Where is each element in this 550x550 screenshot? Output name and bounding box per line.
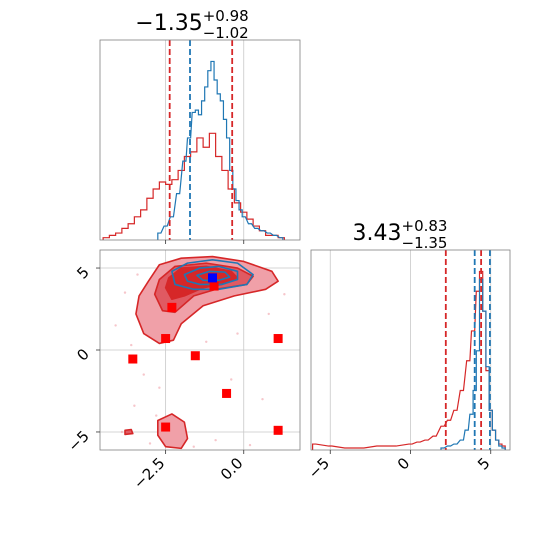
contour-plot-area (100, 250, 300, 450)
contour-ytick-label-2: 5 (73, 263, 92, 282)
hist2-xtick-label-0: −5 (305, 454, 333, 482)
hist2-title: 3.43+0.83 (353, 217, 448, 246)
contour-ytick-label-0: −5 (64, 427, 92, 455)
sample-point-15 (205, 340, 208, 344)
sample-point-1 (142, 373, 145, 376)
contour-xtick-label-0: −2.5 (130, 454, 168, 492)
contour-panel-param1-param2: −2.5 0.0 −5 0 5 (64, 249, 301, 493)
marker-square-4 (190, 351, 200, 361)
histogram-panel-param2: −5 0 5 (305, 249, 511, 482)
hist2-title-value: 3.43 (353, 221, 402, 246)
marker-square-3 (161, 334, 171, 344)
hist1-series_a-histogram (157, 60, 284, 240)
series-b-contour-island-0 (157, 413, 189, 450)
series-a-contour-level-1 (183, 265, 239, 286)
hist2-xtick-label-2: 5 (474, 454, 493, 473)
hist1-title-upper-error: +0.98 (203, 7, 249, 25)
sample-point-19 (136, 273, 139, 276)
series-a-contour-level-2 (196, 270, 231, 282)
marker-square-9 (273, 425, 283, 435)
hist1-title: −1.35+0.98 (135, 7, 248, 36)
hist2-series_a-histogram (440, 278, 506, 450)
sample-point-7 (192, 445, 195, 448)
sample-point-12 (267, 312, 270, 316)
marker-square-2 (167, 302, 177, 312)
sample-point-0 (123, 291, 127, 294)
sample-point-2 (158, 386, 161, 389)
marker-square-7 (222, 388, 232, 398)
hist2-title-lower-error: −1.35 (402, 234, 448, 252)
marker-square-5 (128, 354, 138, 364)
series-b-contour-island-1 (124, 428, 134, 436)
hist1-series_b-histogram (102, 132, 285, 240)
sample-point-5 (133, 404, 136, 407)
marker-square-8 (161, 422, 171, 432)
contour-xtick-label-1: 0.0 (217, 454, 247, 484)
sample-point-10 (114, 324, 117, 327)
hist1-frame (99, 39, 301, 241)
hist1-title-lower-error: −1.02 (203, 24, 249, 42)
hist2-xtick-label-1: 0 (394, 454, 413, 473)
sample-point-9 (120, 430, 124, 434)
truth-marker-square (208, 273, 217, 283)
sample-point-4 (261, 397, 264, 401)
sample-point-18 (248, 443, 252, 447)
panel-titles: −1.35+0.98−1.023.43+0.83−1.35 (135, 7, 447, 252)
histogram-panel-param1 (99, 39, 301, 244)
series-a-contour-level-0 (171, 259, 254, 291)
sample-point-16 (155, 414, 158, 417)
sample-point-3 (230, 378, 233, 381)
sample-point-8 (214, 438, 217, 442)
marker-square-1 (209, 281, 219, 291)
sample-point-14 (236, 332, 239, 335)
sample-point-11 (130, 343, 133, 347)
sample-point-17 (148, 442, 152, 445)
contour-ytick-label-1: 0 (73, 345, 92, 364)
hist1-title-value: −1.35 (135, 11, 202, 36)
marker-square-6 (273, 334, 283, 344)
hist2-title-upper-error: +0.83 (402, 217, 448, 235)
sample-point-13 (283, 293, 286, 296)
